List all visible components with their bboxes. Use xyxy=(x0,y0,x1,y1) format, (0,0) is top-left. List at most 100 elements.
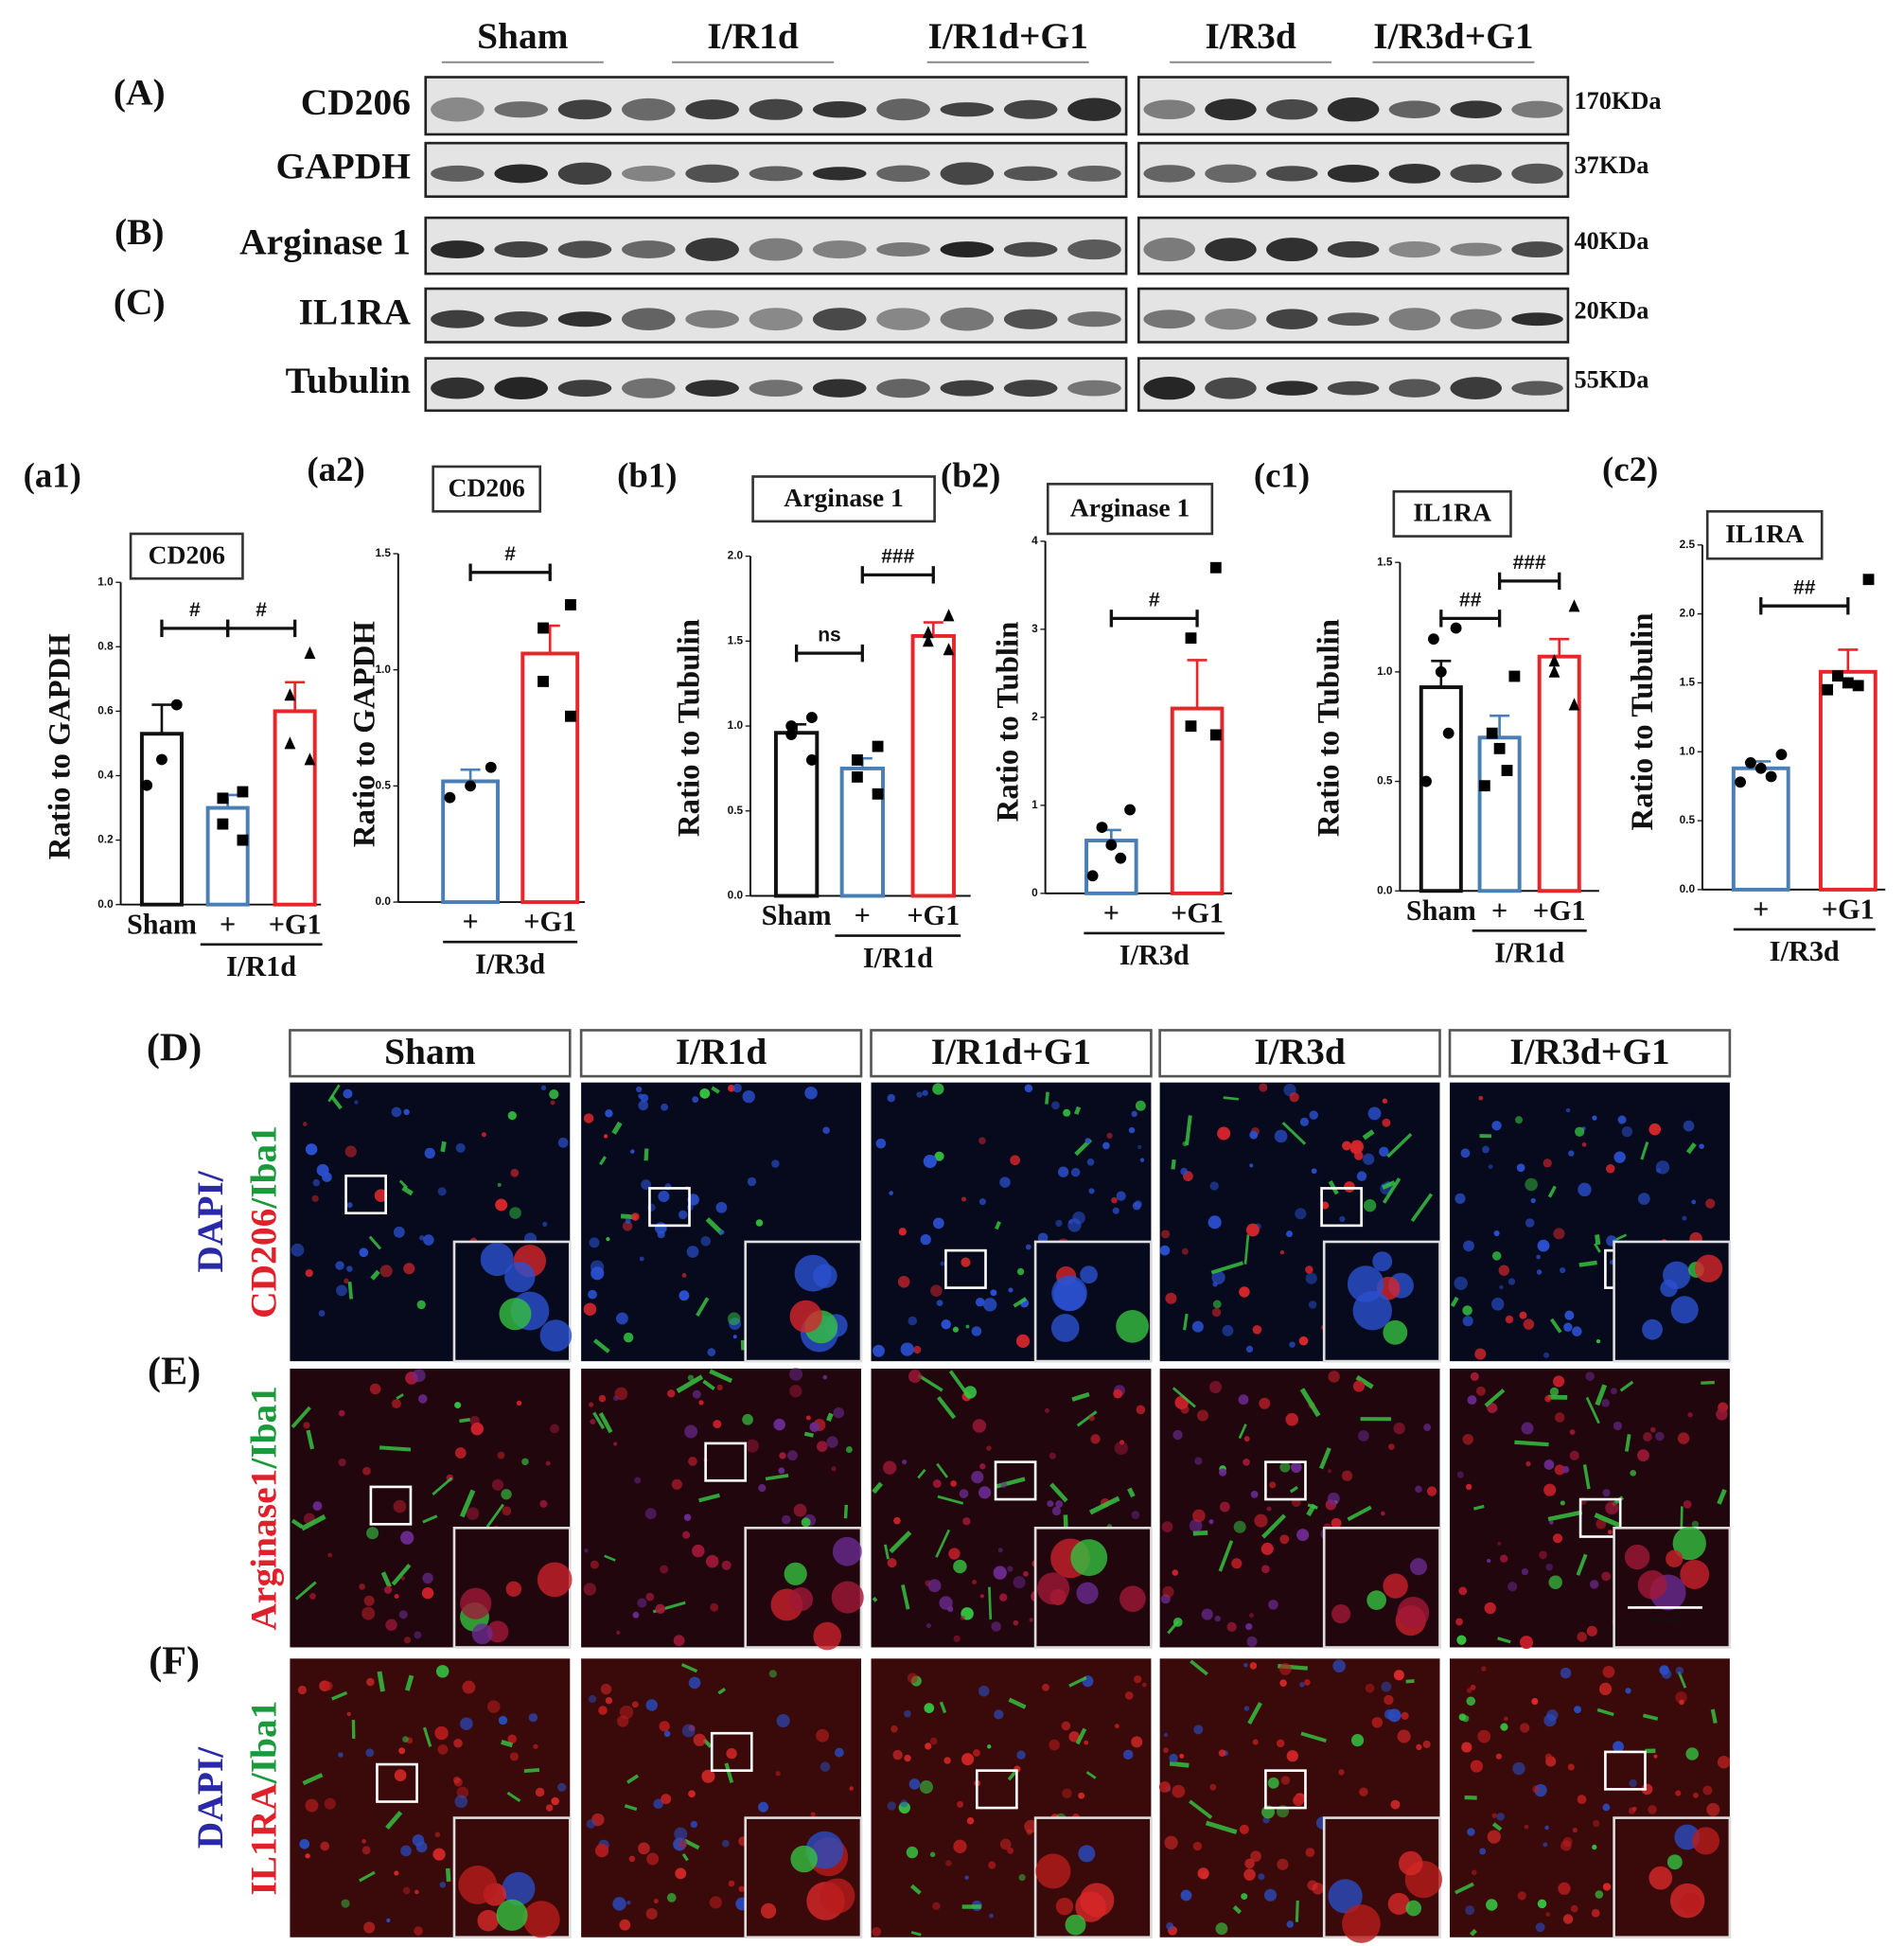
cell-process xyxy=(459,1418,470,1424)
cell xyxy=(1068,1219,1073,1224)
blot-band xyxy=(1067,380,1121,397)
blot-band xyxy=(557,99,612,120)
cell xyxy=(700,1235,712,1247)
inset-cell xyxy=(458,1866,498,1904)
cell xyxy=(1477,1729,1491,1743)
cell xyxy=(1462,1305,1472,1316)
data-point xyxy=(805,754,818,766)
inset-cell xyxy=(831,1581,864,1614)
cell-process xyxy=(680,1663,698,1673)
blot-band xyxy=(1266,309,1318,330)
cell xyxy=(1530,1197,1536,1204)
cell xyxy=(1507,1582,1518,1592)
cell xyxy=(1560,1266,1566,1274)
cell xyxy=(1192,1841,1203,1851)
cell xyxy=(994,1709,1004,1720)
inset-cell xyxy=(832,1536,862,1566)
blot-band xyxy=(1205,377,1257,399)
cell xyxy=(1677,1432,1690,1444)
cell xyxy=(932,1083,944,1095)
y-tick-label: 0.5 xyxy=(375,779,391,792)
cell-process xyxy=(598,1411,613,1434)
inset-cell xyxy=(1342,1904,1381,1943)
cell xyxy=(923,1154,937,1169)
inset-cell xyxy=(788,1587,814,1612)
cell xyxy=(961,1257,971,1267)
inset-cell xyxy=(1383,1319,1408,1345)
cell xyxy=(1279,1534,1290,1545)
cell xyxy=(1328,1371,1340,1383)
blot-band xyxy=(1388,100,1441,118)
cell xyxy=(1422,1740,1431,1748)
cell xyxy=(906,1846,919,1859)
blot-band xyxy=(1450,164,1502,184)
cell xyxy=(509,1207,521,1219)
cell xyxy=(394,1594,399,1599)
cell xyxy=(971,1326,982,1336)
cell-process xyxy=(681,1853,689,1862)
cell xyxy=(1648,1805,1657,1814)
cell xyxy=(1159,1245,1171,1256)
cell xyxy=(721,1560,732,1570)
cell xyxy=(486,1700,501,1713)
y-tick-label: 0.8 xyxy=(97,639,114,652)
cell xyxy=(1524,1824,1529,1830)
cell xyxy=(1090,1434,1101,1444)
cell xyxy=(1382,1118,1391,1127)
cell xyxy=(1299,1682,1305,1688)
cell xyxy=(1702,1785,1713,1796)
cell xyxy=(613,1442,618,1446)
cell xyxy=(892,1749,903,1760)
cell xyxy=(632,1611,640,1619)
roi-box xyxy=(376,1762,418,1803)
cell xyxy=(693,1733,706,1746)
data-point xyxy=(237,786,249,798)
data-point xyxy=(872,787,884,800)
cell xyxy=(1238,1394,1249,1406)
inset-cell xyxy=(1672,1526,1706,1561)
cell xyxy=(400,1576,405,1581)
group-label: I/R3d xyxy=(475,947,545,980)
inset-cell xyxy=(539,1319,573,1352)
cell xyxy=(941,1319,951,1330)
inset-cell xyxy=(1695,1254,1723,1283)
cell xyxy=(1390,1799,1401,1810)
cell xyxy=(619,1705,634,1720)
cell xyxy=(1504,1716,1508,1722)
cell xyxy=(1286,1920,1295,1928)
cell xyxy=(1592,1115,1597,1121)
cell xyxy=(934,1151,944,1161)
cell xyxy=(920,1233,931,1246)
cell xyxy=(1572,1828,1578,1833)
cell-process xyxy=(698,1493,720,1503)
inset-cell xyxy=(1065,1914,1086,1936)
inset-cell xyxy=(1383,1573,1408,1599)
cell-process xyxy=(523,1768,540,1773)
cell xyxy=(1218,1749,1226,1757)
cell xyxy=(550,1424,559,1434)
cell xyxy=(904,1709,911,1718)
cell xyxy=(705,1554,719,1568)
cell xyxy=(1212,1300,1222,1309)
panel-label: (E) xyxy=(148,1350,201,1393)
bar xyxy=(1537,654,1581,893)
cell xyxy=(1286,1230,1293,1238)
cell xyxy=(1544,1825,1549,1831)
cell xyxy=(437,1187,447,1196)
blot-band xyxy=(1388,308,1441,331)
cell xyxy=(1629,1778,1637,1788)
significance-label: ### xyxy=(881,545,914,567)
cell xyxy=(1209,1783,1217,1791)
cell xyxy=(1382,1098,1388,1104)
cell xyxy=(1341,1470,1353,1481)
inset-cell xyxy=(1660,1279,1678,1298)
cell xyxy=(989,1913,994,1919)
scale-bar-label: 50 μm xyxy=(1650,1614,1679,1625)
cell-process xyxy=(872,1596,878,1602)
cell xyxy=(1331,1517,1342,1529)
cell-process xyxy=(1470,1928,1477,1937)
cell xyxy=(454,1402,462,1409)
cell xyxy=(1305,1848,1315,1858)
cell xyxy=(1049,1739,1060,1751)
cell xyxy=(1182,1141,1188,1147)
